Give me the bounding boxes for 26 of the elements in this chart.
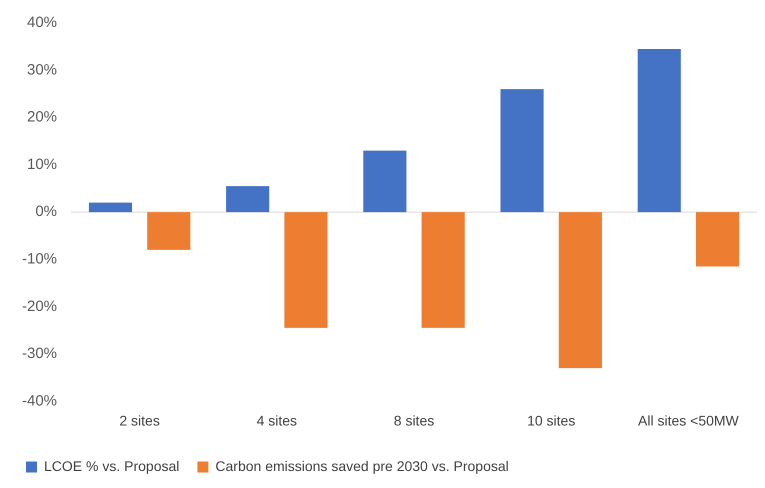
bar [638,49,681,212]
y-tick-label: 0% [35,203,58,220]
bar [226,186,270,212]
y-tick-label: -10% [22,250,58,268]
bar [422,212,465,328]
bar [363,150,406,212]
y-tick-label: -20% [22,298,58,315]
x-tick-label: 4 sites [256,412,298,428]
y-tick-label: 20% [26,108,58,126]
y-tick-label: -40% [22,392,58,410]
bar [500,89,544,212]
bar [558,212,602,368]
legend-label: Carbon emissions saved pre 2030 vs. Proposal [215,458,509,474]
y-tick-label: 40% [26,14,58,32]
x-tick-label: 8 sites [394,412,434,428]
y-tick-label: 10% [26,156,58,173]
x-tick-label: 2 sites [119,412,160,428]
bar [88,202,132,212]
x-tick-label: All sites <50MW [638,412,740,428]
bar [696,212,740,266]
bar [284,212,328,328]
y-tick-label: 30% [26,61,58,78]
bar [147,212,190,250]
legend-label: LCOE % vs. Proposal [44,458,180,474]
y-tick-label: -30% [22,345,58,362]
x-tick-label: 10 sites [527,412,576,428]
